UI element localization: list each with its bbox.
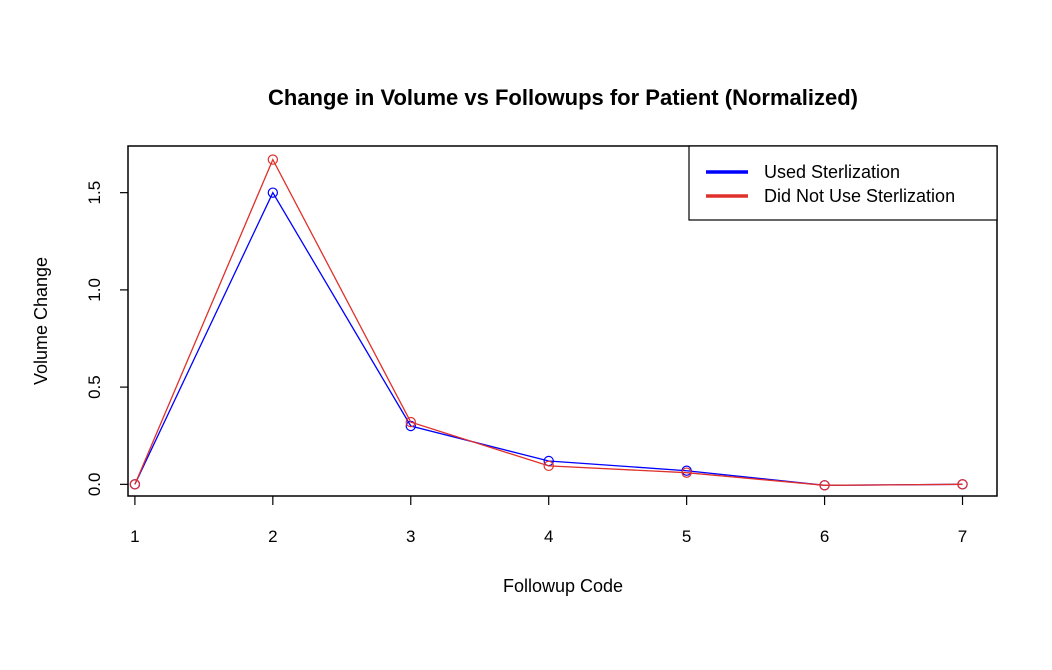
y-tick-label: 0.0: [85, 473, 104, 497]
y-tick-label: 1.5: [85, 181, 104, 205]
series-line-2: [134, 158, 963, 486]
x-tick-label: 5: [682, 527, 691, 546]
x-tick-label: 7: [958, 527, 967, 546]
data-point: [405, 416, 416, 428]
x-axis: 1 2 3 4 5 6 7: [130, 496, 967, 546]
legend: Used Sterlization Did Not Use Sterlizatio…: [688, 145, 998, 221]
x-tick-label: 4: [544, 527, 553, 546]
x-tick-label: 2: [268, 527, 277, 546]
chart-title: Change in Volume vs Followups for Patien…: [268, 85, 858, 110]
plot-area-frame: [127, 145, 998, 497]
data-point: [267, 154, 279, 165]
x-tick-label: 3: [406, 527, 415, 546]
legend-label: Did Not Use Sterlization: [764, 186, 955, 206]
x-axis-label: Followup Code: [503, 576, 623, 596]
x-tick-label: 6: [820, 527, 829, 546]
y-axis: 0.0 0.5 1.0 1.5: [85, 181, 128, 496]
data-point: [267, 187, 279, 198]
data-point: [681, 467, 692, 478]
y-tick-label: 0.5: [85, 375, 104, 399]
legend-box: [688, 145, 998, 221]
series-line-1: [134, 191, 963, 486]
data-point: [819, 480, 830, 491]
series-layer: [129, 154, 968, 491]
y-axis-label: Volume Change: [31, 257, 51, 385]
data-point: [957, 479, 968, 490]
data-point: [543, 460, 554, 472]
data-point: [129, 479, 141, 490]
y-tick-label: 1.0: [85, 278, 104, 302]
legend-label: Used Sterlization: [764, 162, 900, 182]
x-tick-label: 1: [130, 527, 139, 546]
